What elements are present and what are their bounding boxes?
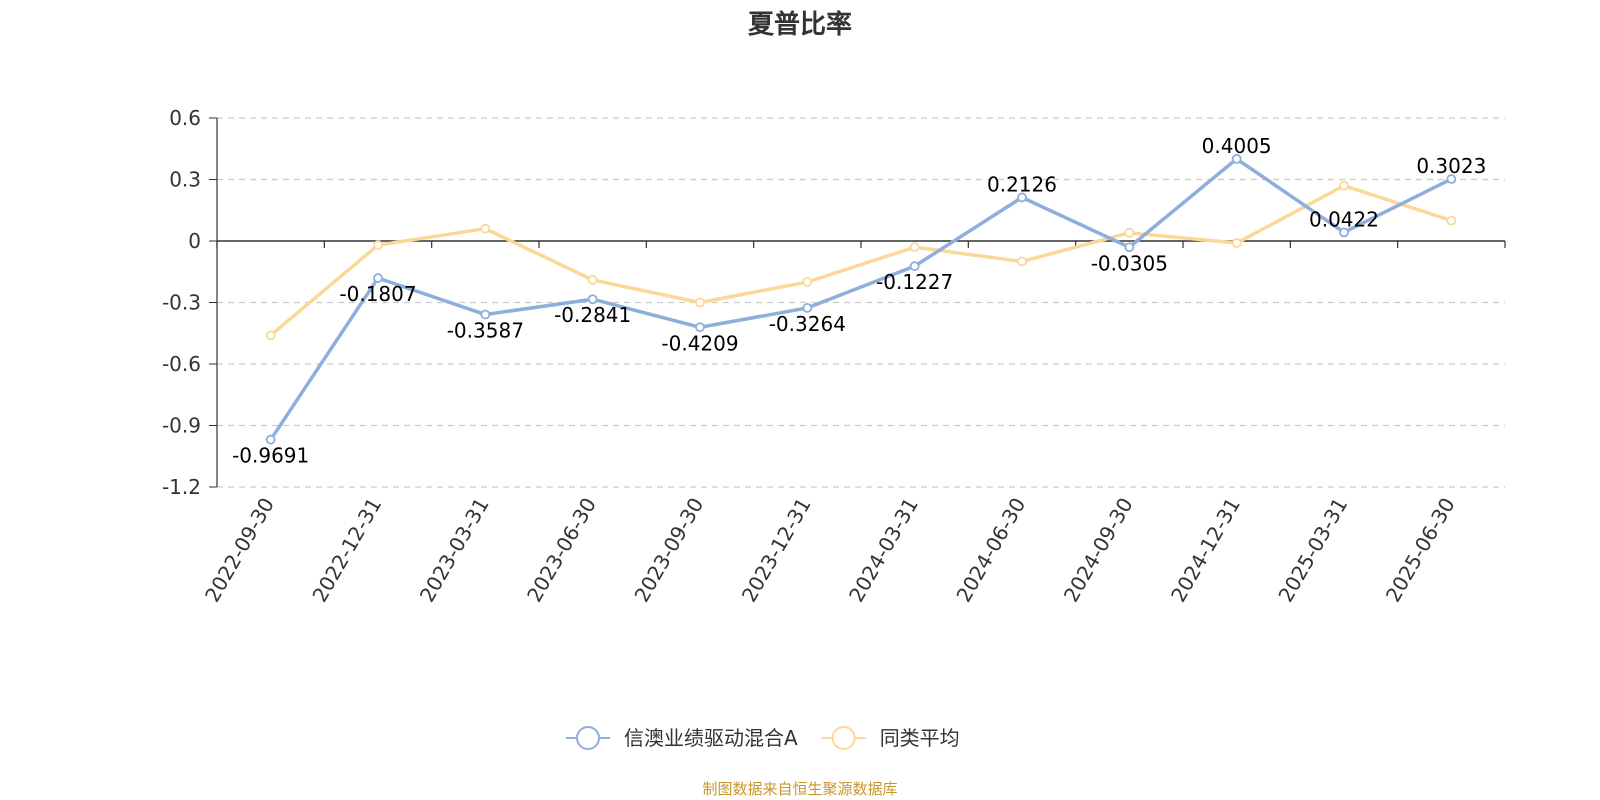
source-note: 制图数据来自恒生聚源数据库 — [702, 780, 897, 798]
data-point[interactable] — [1017, 192, 1027, 203]
data-point[interactable] — [373, 273, 383, 283]
data-label: -0.4209 — [661, 331, 738, 355]
y-tick-label: 0.3 — [169, 168, 201, 192]
y-tick-label: -0.3 — [162, 291, 201, 315]
data-point[interactable] — [1231, 238, 1242, 248]
y-tick-label: -0.6 — [162, 352, 201, 376]
x-tick-label: 2023-09-30 — [629, 494, 708, 607]
data-label: -0.3587 — [447, 319, 524, 343]
data-point[interactable] — [802, 303, 813, 313]
legend[interactable]: 信澳业绩驱动混合A 同类平均 — [566, 726, 960, 750]
legend-item[interactable]: 信澳业绩驱动混合A — [566, 726, 798, 750]
data-label: 0.0422 — [1309, 207, 1379, 231]
data-label: -0.1807 — [339, 282, 416, 306]
grid-lines — [217, 117, 1505, 488]
data-point[interactable] — [1339, 180, 1349, 191]
data-point[interactable] — [802, 277, 813, 287]
chart-title: 夏普比率 — [748, 9, 852, 40]
data-point[interactable] — [1231, 153, 1242, 164]
x-tick-label: 2024-12-31 — [1166, 494, 1245, 607]
legend-marker-icon — [831, 726, 856, 750]
data-label: -0.9691 — [232, 444, 309, 468]
data-point[interactable] — [1124, 227, 1135, 238]
x-tick-label: 2022-12-31 — [307, 494, 386, 607]
x-tick-label: 2023-06-30 — [522, 494, 601, 607]
x-tick-label: 2024-03-31 — [844, 494, 923, 607]
y-tick-label: 0 — [188, 229, 201, 253]
data-point[interactable] — [1446, 215, 1457, 226]
data-point[interactable] — [695, 322, 705, 333]
data-point[interactable] — [480, 223, 491, 234]
legend-item[interactable]: 同类平均 — [821, 726, 960, 750]
legend-marker-icon — [576, 726, 600, 750]
x-tick-label: 2025-03-31 — [1273, 494, 1352, 607]
series-line — [268, 157, 1454, 442]
data-point[interactable] — [373, 240, 383, 251]
data-label: 0.3023 — [1416, 154, 1486, 178]
y-tick-label: 0.6 — [169, 106, 201, 130]
data-point[interactable] — [587, 294, 598, 305]
data-point[interactable] — [695, 297, 705, 308]
data-label: -0.1227 — [876, 270, 953, 294]
series-line — [268, 183, 1454, 338]
data-labels: -0.9691 -0.1807 -0.3587 -0.2841 -0.4209 -0.32… — [232, 134, 1486, 468]
data-point[interactable] — [265, 330, 276, 341]
data-point[interactable] — [1124, 242, 1135, 253]
data-point[interactable] — [587, 275, 598, 285]
x-tick-label: 2025-06-30 — [1381, 494, 1460, 607]
data-label: -0.2841 — [554, 303, 631, 327]
x-tick-label: 2024-09-30 — [1059, 494, 1138, 607]
data-point[interactable] — [909, 261, 920, 272]
x-tick-label: 2022-09-30 — [200, 494, 279, 607]
legend-label: 同类平均 — [880, 726, 960, 750]
data-point[interactable] — [1339, 227, 1349, 238]
data-label: -0.0305 — [1091, 251, 1168, 275]
data-label: 0.4005 — [1202, 134, 1272, 158]
data-point[interactable] — [480, 309, 491, 320]
y-tick-label: -0.9 — [162, 414, 201, 438]
data-point[interactable] — [909, 242, 920, 253]
x-tick-label: 2024-06-30 — [951, 494, 1030, 607]
x-tick-label: 2023-12-31 — [737, 494, 816, 607]
data-point[interactable] — [265, 434, 276, 445]
y-tick-label: -1.2 — [162, 475, 201, 499]
data-point[interactable] — [1446, 174, 1457, 184]
x-tick-label: 2023-03-31 — [415, 494, 494, 607]
legend-label: 信澳业绩驱动混合A — [624, 726, 798, 750]
data-point[interactable] — [1017, 256, 1027, 267]
data-label: -0.3264 — [769, 312, 846, 336]
data-label: 0.2126 — [987, 172, 1057, 196]
series-lines — [265, 153, 1457, 445]
